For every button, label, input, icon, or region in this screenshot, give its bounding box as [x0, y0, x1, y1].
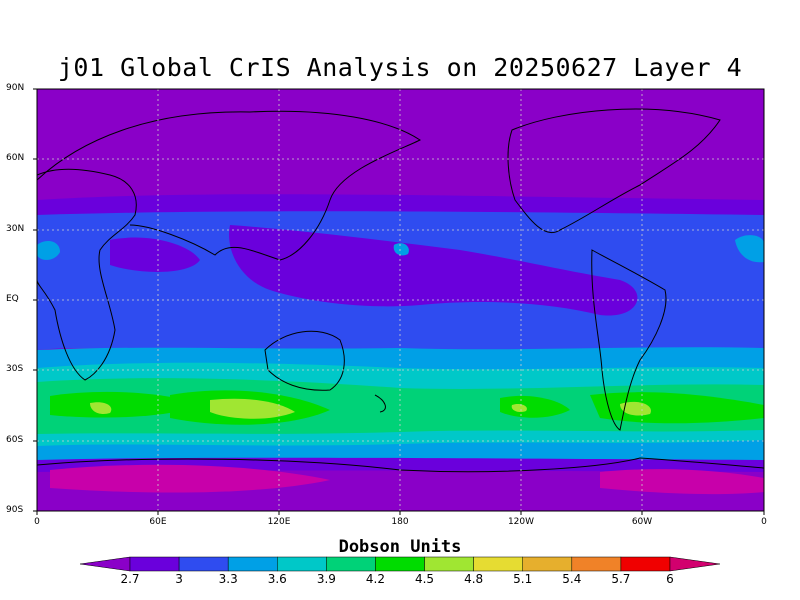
graticule — [37, 89, 764, 511]
lat-label-90n: 90N — [6, 83, 25, 93]
colorbar-label: 5.1 — [513, 572, 533, 586]
lon-label-120w: 120W — [507, 517, 535, 527]
map-title: j01 Global CrIS Analysis on 20250627 Lay… — [57, 53, 743, 82]
colorbar-swatch — [473, 556, 523, 572]
lat-label-30s: 30S — [6, 364, 24, 374]
lon-label-180: 180 — [391, 517, 409, 527]
colorbar-label: 3 — [175, 572, 183, 586]
colorbar-label: 3.9 — [316, 572, 336, 586]
colorbar-swatch — [522, 556, 573, 572]
colorbar-label: 3.3 — [218, 572, 238, 586]
colorbar-swatch — [129, 556, 180, 572]
lon-label-0: 0 — [34, 517, 40, 527]
colorbar-swatch — [571, 556, 622, 572]
colorbar-swatch — [424, 556, 474, 572]
colorbar-low-arrow — [79, 556, 131, 572]
colorbar-label: 5.7 — [611, 572, 631, 586]
coastlines — [37, 108, 764, 473]
colorbar-label: 5.4 — [562, 572, 582, 586]
colorbar-label: 2.7 — [120, 572, 140, 586]
colorbar-swatch — [326, 556, 376, 572]
colorbar-swatch — [375, 556, 425, 572]
colorbar-label: 3.6 — [267, 572, 287, 586]
colorbar-swatch — [620, 556, 671, 572]
colorbar-label: 4.8 — [464, 572, 484, 586]
lat-label-60s: 60S — [6, 435, 24, 445]
ozone-field — [37, 89, 764, 511]
colorbar — [79, 556, 721, 572]
lat-label-eq: EQ — [6, 294, 19, 304]
lat-label-60n: 60N — [6, 153, 25, 163]
colorbar-swatch — [178, 556, 229, 572]
colorbar-high-arrow — [669, 556, 721, 572]
lon-label-60w: 60W — [631, 517, 653, 527]
colorbar-label: 6 — [666, 572, 674, 586]
lon-label-60e: 60E — [149, 517, 167, 527]
colorbar-label: 4.5 — [414, 572, 435, 586]
colorbar-label: 4.2 — [365, 572, 385, 586]
colorbar-swatch — [277, 556, 327, 572]
colorbar-title: Dobson Units — [338, 537, 462, 557]
lon-label-0-east: 0 — [761, 517, 767, 527]
colorbar-swatch — [227, 556, 278, 572]
lat-label-30n: 30N — [6, 224, 25, 234]
lon-label-120e: 120E — [267, 517, 291, 527]
lat-label-90s: 90S — [6, 505, 24, 515]
